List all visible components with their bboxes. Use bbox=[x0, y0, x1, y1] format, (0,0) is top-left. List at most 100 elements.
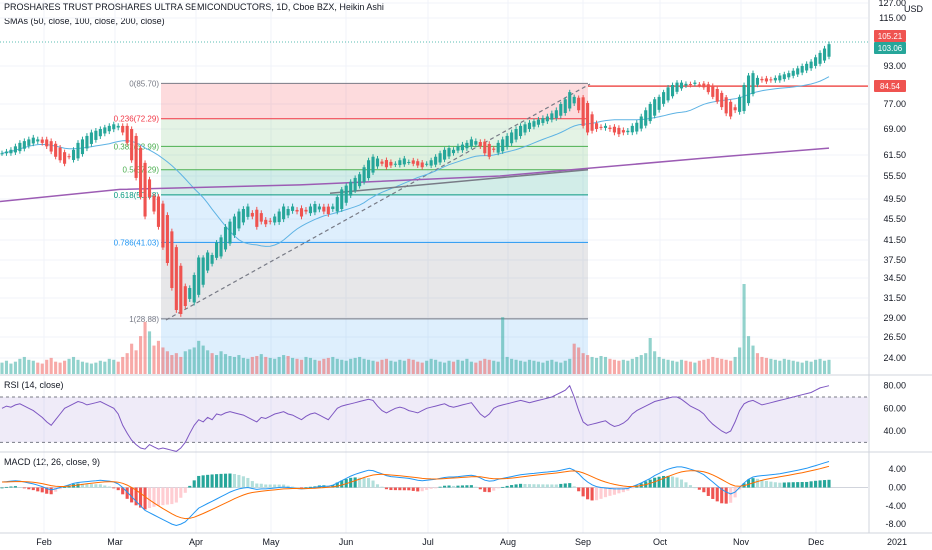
candle-body bbox=[796, 68, 800, 75]
volume-bar bbox=[58, 362, 62, 374]
grid bbox=[0, 0, 932, 534]
candle-body bbox=[147, 179, 152, 198]
macd-histogram-bar bbox=[769, 481, 773, 488]
candle-body bbox=[121, 125, 125, 133]
candle-body bbox=[635, 122, 639, 132]
macd-histogram-bar bbox=[532, 484, 536, 488]
macd-histogram-bar bbox=[255, 483, 259, 488]
volume-bar bbox=[76, 359, 80, 374]
volume-bar bbox=[527, 359, 532, 374]
macd-histogram-bar bbox=[49, 487, 53, 495]
volume-bar bbox=[264, 356, 268, 374]
volume-bar bbox=[554, 361, 558, 374]
candle-body bbox=[139, 148, 143, 198]
candle-body bbox=[143, 162, 147, 217]
volume-bar bbox=[626, 360, 630, 374]
price-tick-label: 24.00 bbox=[883, 353, 906, 363]
volume-bar bbox=[679, 359, 684, 374]
price-tick-label: 29.00 bbox=[883, 313, 906, 323]
volume-bar bbox=[510, 358, 514, 374]
macd-tick-label: -8.00 bbox=[885, 519, 906, 529]
candle-body bbox=[304, 209, 308, 212]
macd-histogram-bar bbox=[559, 483, 563, 488]
volume-bar bbox=[237, 355, 241, 374]
macd-histogram-bar bbox=[679, 479, 684, 488]
candle-body bbox=[501, 139, 505, 152]
candle-body bbox=[738, 96, 742, 112]
candle-body bbox=[80, 139, 85, 155]
volume-bar bbox=[630, 358, 634, 374]
volume-bar bbox=[773, 359, 777, 374]
price-tick-label: 31.50 bbox=[883, 293, 906, 303]
time-tick-label: Jun bbox=[339, 537, 354, 547]
fib-retracement[interactable]: 0(85.70)0.236(72.29)0.382(63.99)0.5(57.2… bbox=[114, 79, 868, 374]
macd-histogram-bar bbox=[174, 487, 178, 503]
macd-histogram-bar bbox=[465, 485, 469, 488]
macd-histogram-bar bbox=[764, 480, 768, 488]
macd-histogram-bar bbox=[425, 487, 429, 490]
volume-bar bbox=[85, 362, 89, 374]
time-axis[interactable]: Feb Mar Apr May Jun Jul Aug Sep Oct Nov Dec 2021 bbox=[36, 537, 907, 547]
volume-bar bbox=[814, 359, 818, 374]
candle-body bbox=[630, 125, 634, 133]
macd-histogram-bar bbox=[80, 483, 85, 488]
candle-body bbox=[447, 148, 451, 157]
macd-histogram-bar bbox=[782, 482, 786, 488]
candle-body bbox=[237, 211, 241, 229]
volume-bar bbox=[165, 351, 169, 374]
price-tick-label: 55.50 bbox=[883, 171, 906, 181]
volume-bar bbox=[805, 360, 809, 374]
volume-bar bbox=[572, 343, 576, 374]
candle-body bbox=[192, 275, 196, 303]
macd-line bbox=[1, 461, 830, 527]
candle-body bbox=[183, 286, 187, 306]
volume-bar bbox=[782, 358, 786, 374]
volume-bar bbox=[340, 359, 344, 374]
macd-histogram-bar bbox=[814, 480, 818, 488]
candle-body bbox=[733, 107, 737, 111]
macd-tick-label: 0.00 bbox=[888, 483, 906, 493]
price-axis[interactable]: USD 80.00 60.00 40.00 4.00 0.00 -4.00 -8.00 127… bbox=[0, 0, 924, 529]
macd-histogram-bar bbox=[40, 487, 44, 493]
candle-body bbox=[340, 189, 344, 210]
macd-histogram-bar bbox=[675, 477, 679, 488]
macd-histogram-bar bbox=[492, 487, 496, 491]
volume-bar bbox=[67, 358, 71, 374]
volume-bar bbox=[465, 358, 469, 374]
volume-bar bbox=[733, 356, 737, 374]
candle-body bbox=[559, 104, 563, 116]
candle-body bbox=[89, 132, 93, 144]
candle-body bbox=[268, 220, 272, 222]
price-tick-label: 127.00 bbox=[878, 0, 906, 8]
macd-histogram-bar bbox=[447, 485, 451, 488]
candle-body bbox=[416, 161, 420, 166]
candle-body bbox=[621, 130, 625, 133]
candle-body bbox=[407, 162, 411, 163]
macd-histogram-bar bbox=[805, 481, 809, 488]
volume-bar bbox=[541, 362, 545, 374]
volume-bar bbox=[94, 362, 98, 374]
macd-histogram-bar bbox=[398, 487, 402, 491]
candle-body bbox=[563, 99, 567, 113]
candle-body bbox=[778, 75, 782, 81]
volume-bar bbox=[250, 356, 254, 374]
macd-label[interactable]: MACD (12, 26, close, 9) bbox=[4, 457, 101, 467]
macd-histogram-bar bbox=[13, 486, 17, 488]
fib-level-label: 0.236(72.29) bbox=[114, 115, 160, 124]
volume-bar bbox=[594, 357, 599, 374]
volume-bar bbox=[684, 360, 688, 374]
macd-histogram-bar bbox=[152, 487, 156, 507]
chart-title[interactable]: PROSHARES TRUST PROSHARES ULTRA SEMICOND… bbox=[4, 2, 384, 12]
price-badge-label: 103.06 bbox=[878, 44, 903, 53]
macd-histogram-bar bbox=[630, 487, 634, 489]
macd-histogram-bar bbox=[241, 476, 245, 488]
candle-body bbox=[429, 160, 433, 166]
sma-indicator-label[interactable]: SMAs (50, close, 100, close, 200, close) bbox=[4, 16, 165, 26]
sma50-line bbox=[1, 76, 830, 247]
volume-bar bbox=[210, 353, 214, 374]
volume-bar bbox=[188, 349, 192, 374]
rsi-label[interactable]: RSI (14, close) bbox=[4, 380, 64, 390]
macd-histogram-bar bbox=[778, 482, 782, 488]
macd-histogram-bar bbox=[760, 480, 764, 488]
